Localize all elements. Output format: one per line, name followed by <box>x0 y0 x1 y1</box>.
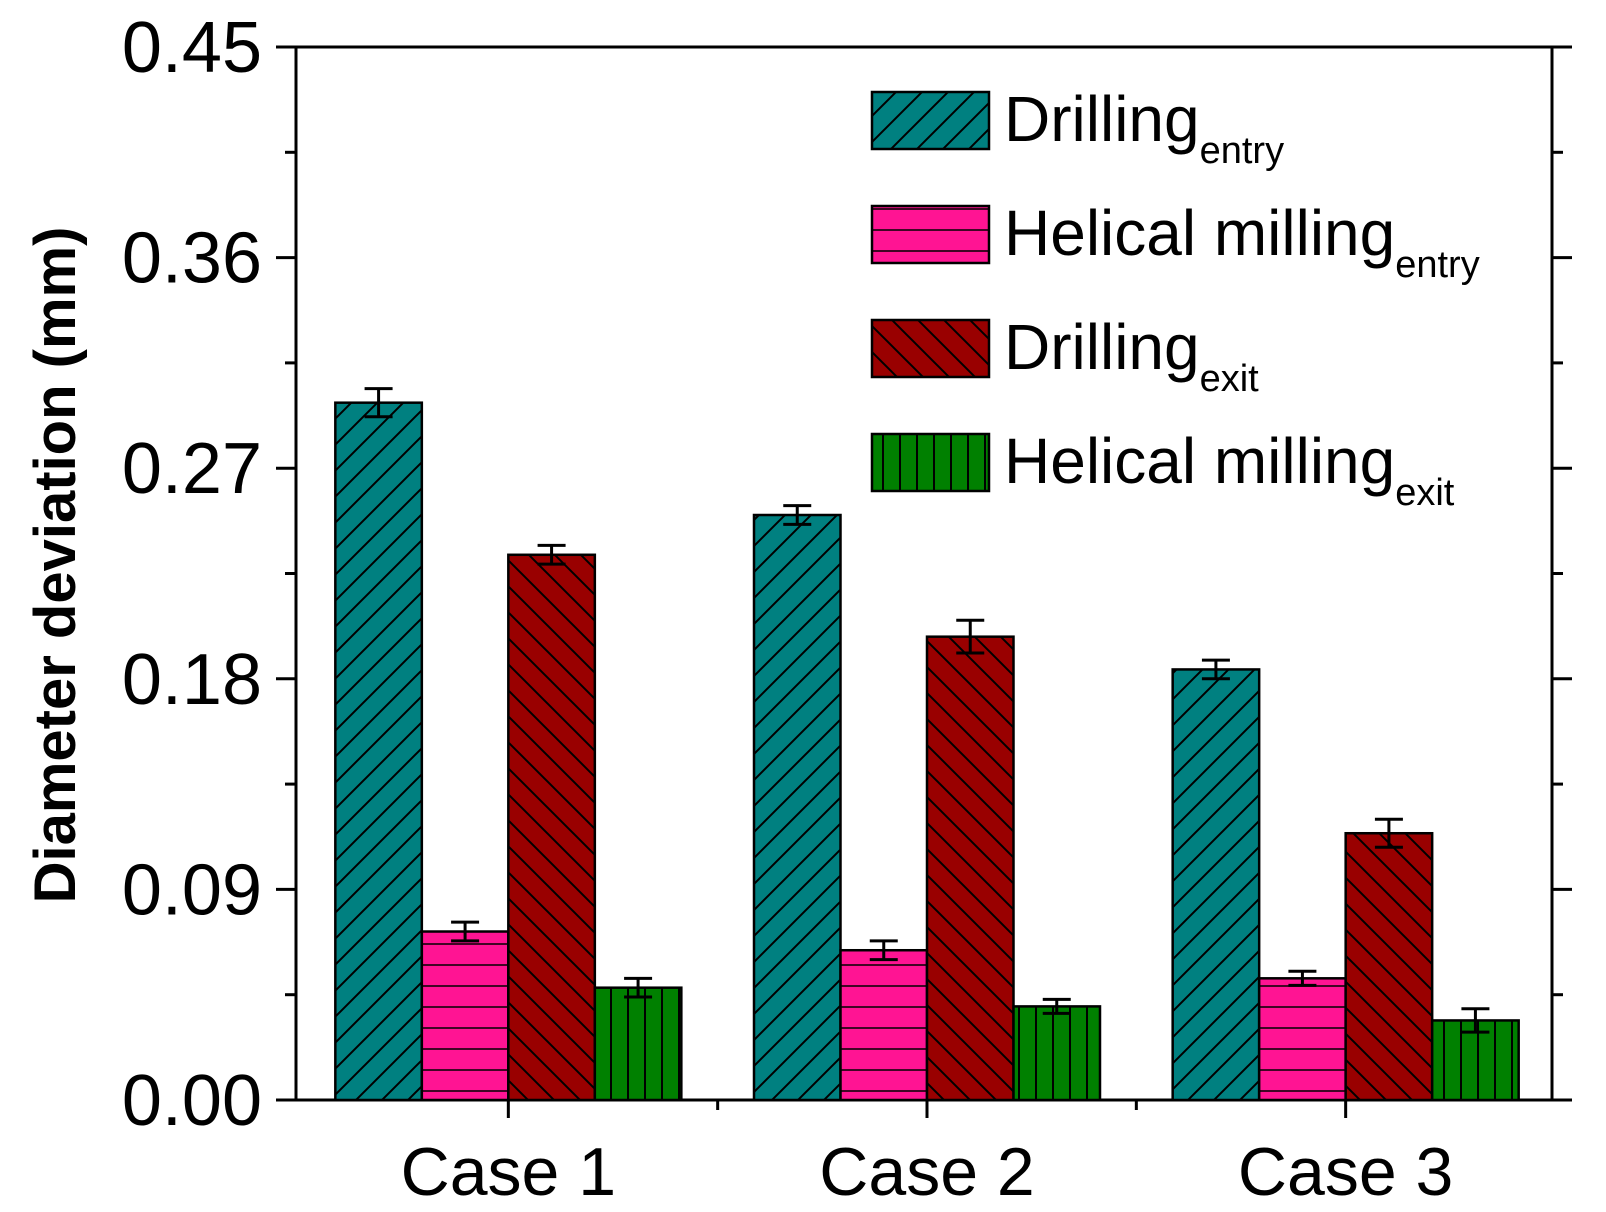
x-category-label: Case 2 <box>819 1134 1034 1210</box>
legend-label: Helical millingentry <box>1004 197 1480 286</box>
legend-label-subscript: entry <box>1395 244 1479 286</box>
bars-group <box>334 401 1520 1102</box>
legend-label-name: Drilling <box>1004 311 1200 383</box>
legend-label-subscript: exit <box>1200 358 1260 400</box>
x-category-label: Case 1 <box>401 1134 616 1210</box>
legend-swatch <box>870 318 991 379</box>
y-tick-label: 0.09 <box>122 850 262 930</box>
x-category-labels: Case 1 Case 2 Case 3 <box>401 1134 1454 1210</box>
y-tick-label: 0.36 <box>122 219 262 299</box>
bar-drilling-entry-case-2 <box>752 513 842 1102</box>
bar-drilling-entry-case-1 <box>334 401 424 1102</box>
error-bars-group <box>364 387 1490 1034</box>
y-axis-label: Diameter deviation (mm) <box>23 227 88 904</box>
bar-helical-milling-exit-case-2 <box>1012 1005 1102 1102</box>
legend-swatch <box>870 204 991 265</box>
legend-label-name: Helical milling <box>1004 425 1395 497</box>
x-category-label: Case 3 <box>1238 1134 1453 1210</box>
legend-swatch <box>870 432 991 493</box>
y-tick-label: 0.27 <box>122 429 262 509</box>
legend-label-subscript: exit <box>1395 472 1455 514</box>
legend-label-subscript: entry <box>1200 130 1284 172</box>
y-tick-label: 0.18 <box>122 640 262 720</box>
y-tick-label: 0.00 <box>122 1061 262 1141</box>
legend-swatch <box>870 90 991 151</box>
bar-helical-milling-entry-case-1 <box>420 930 510 1102</box>
legend-label: Drillingexit <box>1004 311 1259 400</box>
bar-drilling-exit-case-1 <box>507 553 597 1102</box>
bar-helical-milling-exit-case-1 <box>593 986 683 1102</box>
bar-helical-milling-exit-case-3 <box>1430 1019 1520 1102</box>
y-tick-label: 0.45 <box>122 8 262 88</box>
bar-drilling-exit-case-3 <box>1344 831 1434 1102</box>
bar-helical-milling-entry-case-2 <box>839 948 929 1102</box>
bar-drilling-entry-case-3 <box>1171 668 1261 1102</box>
legend-label-name: Helical milling <box>1004 197 1395 269</box>
legend-label: Drillingentry <box>1004 83 1284 172</box>
bar-drilling-exit-case-2 <box>925 635 1015 1102</box>
bar-helical-milling-entry-case-3 <box>1257 977 1347 1102</box>
legend-label: Helical millingexit <box>1004 425 1455 514</box>
legend-label-name: Drilling <box>1004 83 1200 155</box>
y-tick-labels: 0.00 0.09 0.18 0.27 0.36 0.45 <box>122 8 262 1141</box>
